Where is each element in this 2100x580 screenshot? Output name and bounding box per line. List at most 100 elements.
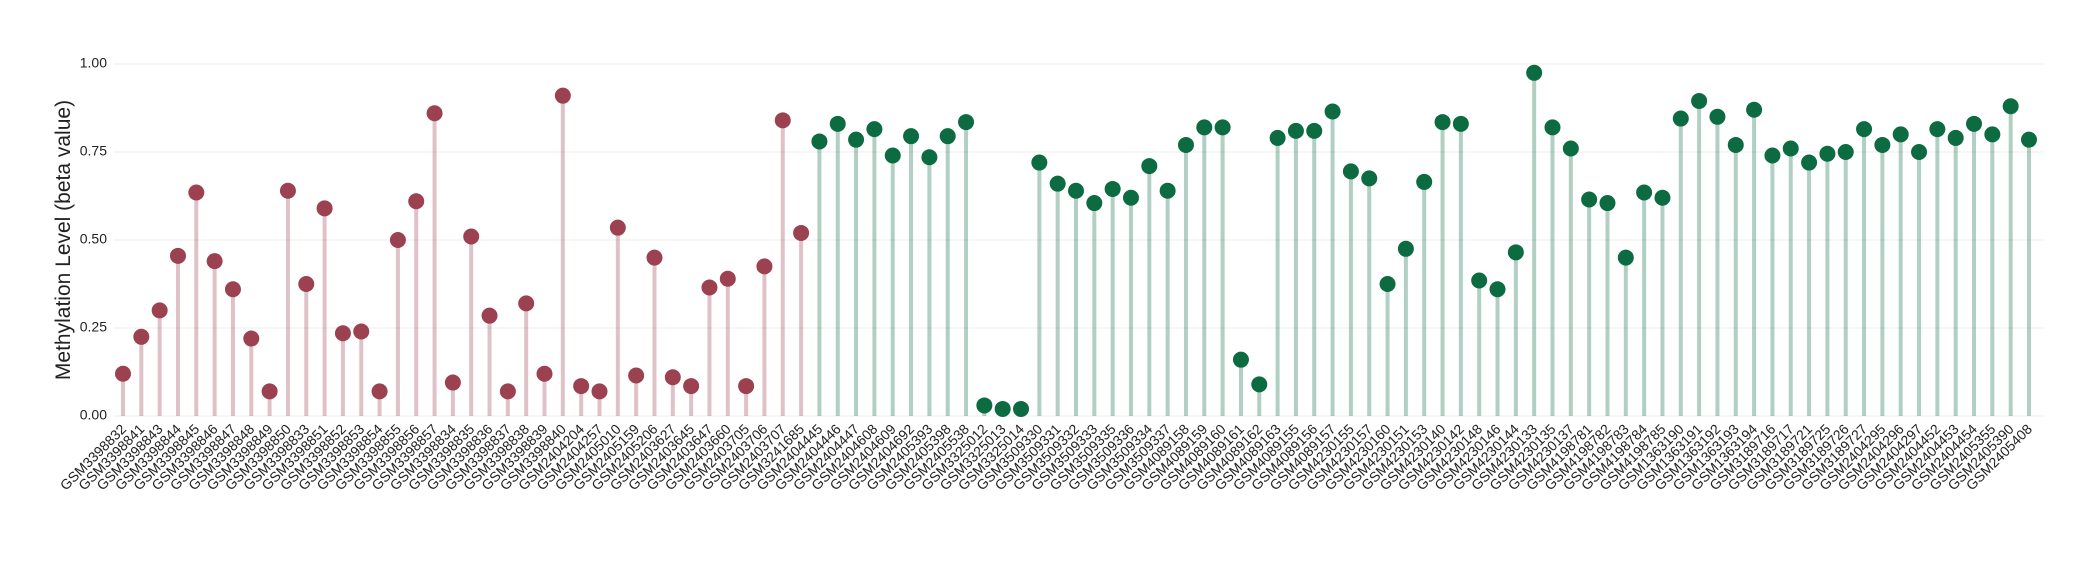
dot xyxy=(1342,163,1359,180)
dot xyxy=(536,365,553,382)
dot xyxy=(1434,114,1451,131)
dot xyxy=(1746,101,1763,118)
dot xyxy=(1856,121,1873,138)
dot xyxy=(609,219,626,236)
dot xyxy=(1397,240,1414,257)
dot xyxy=(958,114,975,131)
dot xyxy=(1013,400,1030,417)
dot xyxy=(1049,175,1066,192)
dot xyxy=(829,115,846,132)
y-tick-label: 0.75 xyxy=(80,143,107,159)
dot xyxy=(573,378,590,395)
dot xyxy=(848,131,865,148)
dot xyxy=(921,149,938,166)
dot xyxy=(1507,244,1524,261)
dot xyxy=(884,147,901,164)
dot xyxy=(1709,108,1726,125)
dot xyxy=(115,365,131,382)
dot xyxy=(444,374,461,391)
dot xyxy=(1727,136,1744,153)
dot xyxy=(1636,184,1653,201)
dot xyxy=(371,383,388,400)
dot xyxy=(481,307,498,324)
dot xyxy=(1562,140,1579,157)
dot xyxy=(1837,144,1854,160)
dot xyxy=(334,325,351,342)
dot xyxy=(719,270,736,287)
y-tick-label: 0.00 xyxy=(80,407,107,423)
dot xyxy=(683,378,700,395)
dot xyxy=(169,247,186,264)
dot xyxy=(1489,281,1506,298)
dot xyxy=(793,224,810,241)
dot xyxy=(903,128,920,145)
dot xyxy=(1141,158,1158,175)
dot xyxy=(1031,154,1048,171)
dot xyxy=(738,378,755,395)
dot xyxy=(1801,154,1818,171)
dot xyxy=(1251,376,1268,393)
dot xyxy=(1196,119,1213,136)
dot xyxy=(408,193,425,210)
dot xyxy=(1911,144,1928,160)
dot xyxy=(1782,140,1799,157)
dot xyxy=(1452,115,1469,132)
dot xyxy=(774,112,791,129)
y-axis-title: Methylation Level (beta value) xyxy=(52,100,75,380)
dot xyxy=(1086,195,1103,212)
dot xyxy=(1068,182,1084,199)
dot xyxy=(1379,276,1396,292)
dot xyxy=(224,281,241,298)
dot xyxy=(426,105,443,122)
dot xyxy=(316,200,333,217)
dot xyxy=(1269,129,1286,146)
dot xyxy=(1324,103,1341,120)
dot xyxy=(1966,115,1983,132)
dot xyxy=(866,121,883,138)
dot xyxy=(1929,121,1946,138)
dot xyxy=(1544,119,1561,136)
dot xyxy=(1654,189,1671,206)
dot xyxy=(133,328,150,345)
dot xyxy=(1581,191,1598,208)
dot xyxy=(298,276,315,292)
dot xyxy=(1159,182,1176,199)
dot xyxy=(1361,170,1378,187)
dot xyxy=(151,302,168,319)
dot xyxy=(591,383,608,400)
dot xyxy=(939,128,956,145)
dot xyxy=(1122,189,1139,206)
dot xyxy=(1526,64,1543,81)
dot xyxy=(1104,180,1121,197)
dot xyxy=(1617,249,1634,266)
dot xyxy=(261,383,278,400)
dot xyxy=(1599,195,1616,212)
dot xyxy=(206,253,223,270)
dot xyxy=(811,133,828,150)
y-tick-label: 0.50 xyxy=(80,231,107,247)
dot xyxy=(1691,92,1708,109)
dot xyxy=(976,397,993,414)
dot xyxy=(664,369,681,386)
dot xyxy=(701,279,718,296)
dot xyxy=(756,258,773,275)
dot xyxy=(389,232,406,248)
dot xyxy=(646,249,663,266)
dot xyxy=(518,295,535,312)
dot xyxy=(499,383,516,400)
y-tick-label: 0.25 xyxy=(80,319,107,335)
dot xyxy=(1672,110,1689,127)
dot xyxy=(1819,145,1836,162)
dot xyxy=(188,184,205,201)
dot xyxy=(1874,136,1891,153)
dot xyxy=(279,182,296,199)
dot xyxy=(1214,119,1231,136)
dot xyxy=(1984,126,2001,143)
dot xyxy=(628,367,645,384)
dot xyxy=(1287,122,1304,139)
dot xyxy=(1306,122,1323,139)
dot xyxy=(994,400,1011,417)
dot xyxy=(1764,147,1781,164)
dot xyxy=(463,228,480,245)
